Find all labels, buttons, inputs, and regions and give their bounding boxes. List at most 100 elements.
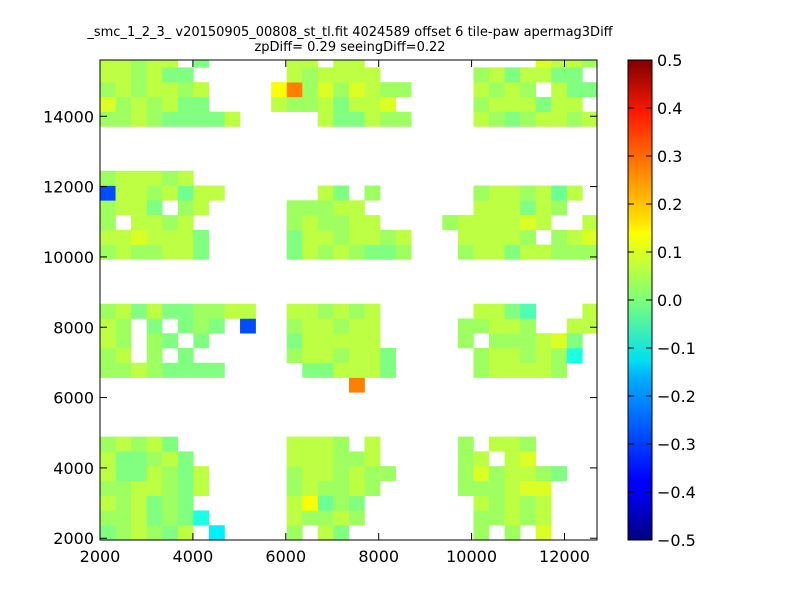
heatmap-cell: [473, 525, 490, 540]
heatmap-cell: [162, 303, 179, 319]
heatmap-cell: [333, 67, 350, 83]
heatmap-cell: [131, 185, 147, 201]
heatmap-cell: [131, 229, 147, 245]
heatmap-cell: [535, 96, 552, 112]
heatmap-cell: [115, 333, 132, 349]
heatmap-cell: [333, 480, 350, 496]
heatmap-cell: [193, 333, 210, 349]
heatmap-cell: [333, 215, 350, 231]
heatmap-cell: [162, 525, 179, 540]
heatmap-cell: [115, 348, 132, 364]
heatmap-cell: [551, 111, 568, 127]
heatmap-cell: [115, 67, 132, 83]
heatmap-cell: [271, 96, 288, 112]
heatmap-cell: [364, 82, 381, 98]
heatmap-cell: [457, 436, 474, 452]
heatmap-cell: [348, 348, 365, 364]
heatmap-cell: [162, 466, 179, 482]
heatmap-cell: [115, 480, 132, 496]
heatmap-cell: [131, 96, 147, 112]
heatmap-cell: [115, 362, 132, 378]
heatmap-cell: [146, 111, 163, 127]
colorbar-tick-label: 0.3: [657, 147, 682, 166]
heatmap-cell: [302, 60, 319, 68]
colorbar-tick-label: 0.4: [657, 99, 682, 118]
heatmap-cell: [520, 318, 536, 334]
heatmap-cell: [100, 244, 116, 260]
heatmap-cell: [193, 111, 210, 127]
heatmap-cell: [146, 348, 163, 364]
heatmap-cell: [535, 67, 552, 83]
x-tick-label: 8000: [358, 547, 399, 566]
heatmap-cell: [489, 362, 505, 378]
heatmap-cell: [146, 229, 163, 245]
heatmap-cell: [520, 362, 536, 378]
heatmap-cell: [131, 362, 147, 378]
heatmap-cell: [520, 185, 536, 201]
heatmap-cell: [504, 229, 521, 245]
y-tick-label: 12000: [43, 178, 94, 197]
heatmap-cell: [504, 333, 521, 349]
heatmap-cell: [115, 436, 132, 452]
colorbar-tick-label: −0.2: [657, 387, 696, 406]
heatmap-cell: [535, 215, 552, 231]
heatmap-cell: [333, 333, 350, 349]
heatmap-cell: [177, 170, 194, 186]
heatmap-cell: [177, 362, 194, 378]
heatmap-cell: [598, 304, 614, 319]
heatmap-cell: [582, 303, 597, 319]
heatmap-cell: [146, 67, 163, 83]
heatmap-cell: [333, 436, 350, 452]
heatmap-cell: [535, 525, 552, 540]
heatmap-cell: [302, 318, 319, 334]
heatmap-cell: [131, 436, 147, 452]
heatmap-cell: [613, 304, 629, 319]
heatmap-cell: [504, 451, 521, 467]
heatmap-cell: [489, 495, 505, 511]
heatmap-cell: [193, 60, 210, 68]
heatmap-cell: [317, 229, 334, 245]
heatmap-cell: [333, 466, 350, 482]
colorbar-tick-label: 0.2: [657, 195, 682, 214]
heatmap-cell: [520, 451, 536, 467]
heatmap-cell: [131, 244, 147, 260]
heatmap-cell: [504, 200, 521, 216]
heatmap-cell: [520, 333, 536, 349]
heatmap-cell: [100, 185, 116, 201]
heatmap-cell: [473, 111, 490, 127]
heatmap-cell: [489, 333, 505, 349]
heatmap-cell: [473, 451, 490, 467]
heatmap-cell: [146, 362, 163, 378]
heatmap-cell: [177, 82, 194, 98]
heatmap-cell: [504, 466, 521, 482]
heatmap-cell: [582, 82, 597, 98]
heatmap-cell: [457, 466, 474, 482]
x-tick-label: 6000: [265, 547, 306, 566]
heatmap-cell: [317, 348, 334, 364]
heatmap-cell: [364, 67, 381, 83]
heatmap-cell: [473, 185, 490, 201]
heatmap-cell: [582, 111, 597, 127]
heatmap-cell: [115, 185, 132, 201]
heatmap-cell: [551, 333, 568, 349]
heatmap-cell: [489, 480, 505, 496]
heatmap-cell: [317, 362, 334, 378]
heatmap-cell: [691, 67, 707, 82]
x-tick-label: 2000: [80, 547, 121, 566]
heatmap-cell: [177, 185, 194, 201]
heatmap-cell: [504, 82, 521, 98]
heatmap-cell: [333, 229, 350, 245]
heatmap-cell: [613, 215, 629, 230]
heatmap-cell: [302, 348, 319, 364]
heatmap-cell: [193, 362, 210, 378]
heatmap-cell: [240, 318, 256, 334]
heatmap-cell: [489, 229, 505, 245]
heatmap-cell: [566, 82, 583, 98]
heatmap-cell: [333, 96, 350, 112]
heatmap-cell: [535, 244, 552, 260]
heatmap-cell: [504, 525, 521, 540]
heatmap-cell: [364, 215, 381, 231]
heatmap-cell: [146, 318, 163, 334]
y-tick-label: 14000: [43, 107, 94, 126]
heatmap-cell: [520, 200, 536, 216]
